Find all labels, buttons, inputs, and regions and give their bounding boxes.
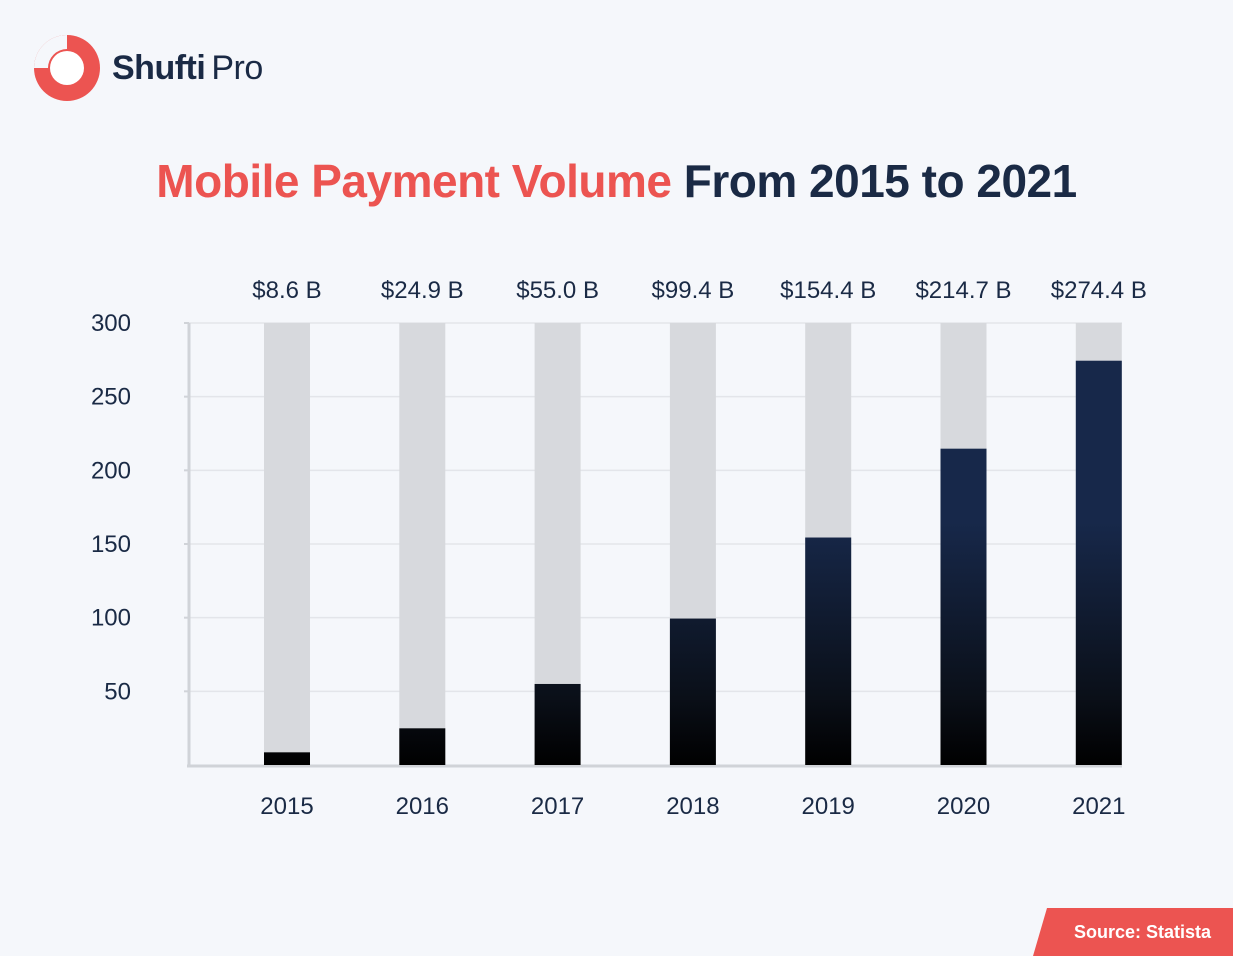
data-label-2019: $154.4 B [780,277,876,304]
y-tick-label: 200 [91,457,131,484]
data-label-2020: $214.7 B [915,277,1011,304]
x-tick-label-2015: 2015 [260,793,313,820]
bar-2016 [399,728,446,765]
y-tick-label: 150 [91,531,131,558]
bar-track-2015 [264,323,310,765]
y-tick-label: 50 [104,678,131,705]
bar-2018 [669,618,716,765]
y-tick-label: 250 [91,384,131,411]
x-tick-label-2017: 2017 [531,793,584,820]
brand-name: Shufti Pro [112,49,263,88]
data-label-2017: $55.0 B [516,277,599,304]
y-tick-label: 100 [91,605,131,632]
bar-2017 [534,683,581,765]
bar-track-2016 [399,323,446,765]
y-tick-label: 300 [91,310,131,337]
brand-name-regular: Pro [211,48,263,87]
shufti-pro-logo-icon [34,35,100,101]
data-label-2016: $24.9 B [381,277,464,304]
data-label-2021: $274.4 B [1051,277,1147,304]
x-tick-label-2020: 2020 [937,793,990,820]
source-badge-shape [1033,908,1233,956]
data-label-2015: $8.6 B [252,277,321,304]
source-label: Source: Statista [1073,922,1211,942]
data-label-2018: $99.4 B [652,277,735,304]
chart-title-highlight: Mobile Payment Volume [156,155,672,207]
bar-2015 [264,752,310,765]
chart-title-rest: From 2015 to 2021 [683,155,1077,207]
bar-2021 [1075,360,1122,765]
x-tick-label-2016: 2016 [396,793,449,820]
source-badge: Source: Statista [1033,908,1233,956]
brand-name-bold: Shufti [112,48,206,87]
bar-2020 [940,448,987,765]
brand-logo: Shufti Pro [34,35,263,101]
x-tick-label-2021: 2021 [1072,793,1125,820]
bar-2019 [805,537,852,765]
chart-title: Mobile Payment Volume From 2015 to 2021 [0,154,1233,208]
x-tick-label-2018: 2018 [666,793,719,820]
x-tick-label-2019: 2019 [802,793,855,820]
